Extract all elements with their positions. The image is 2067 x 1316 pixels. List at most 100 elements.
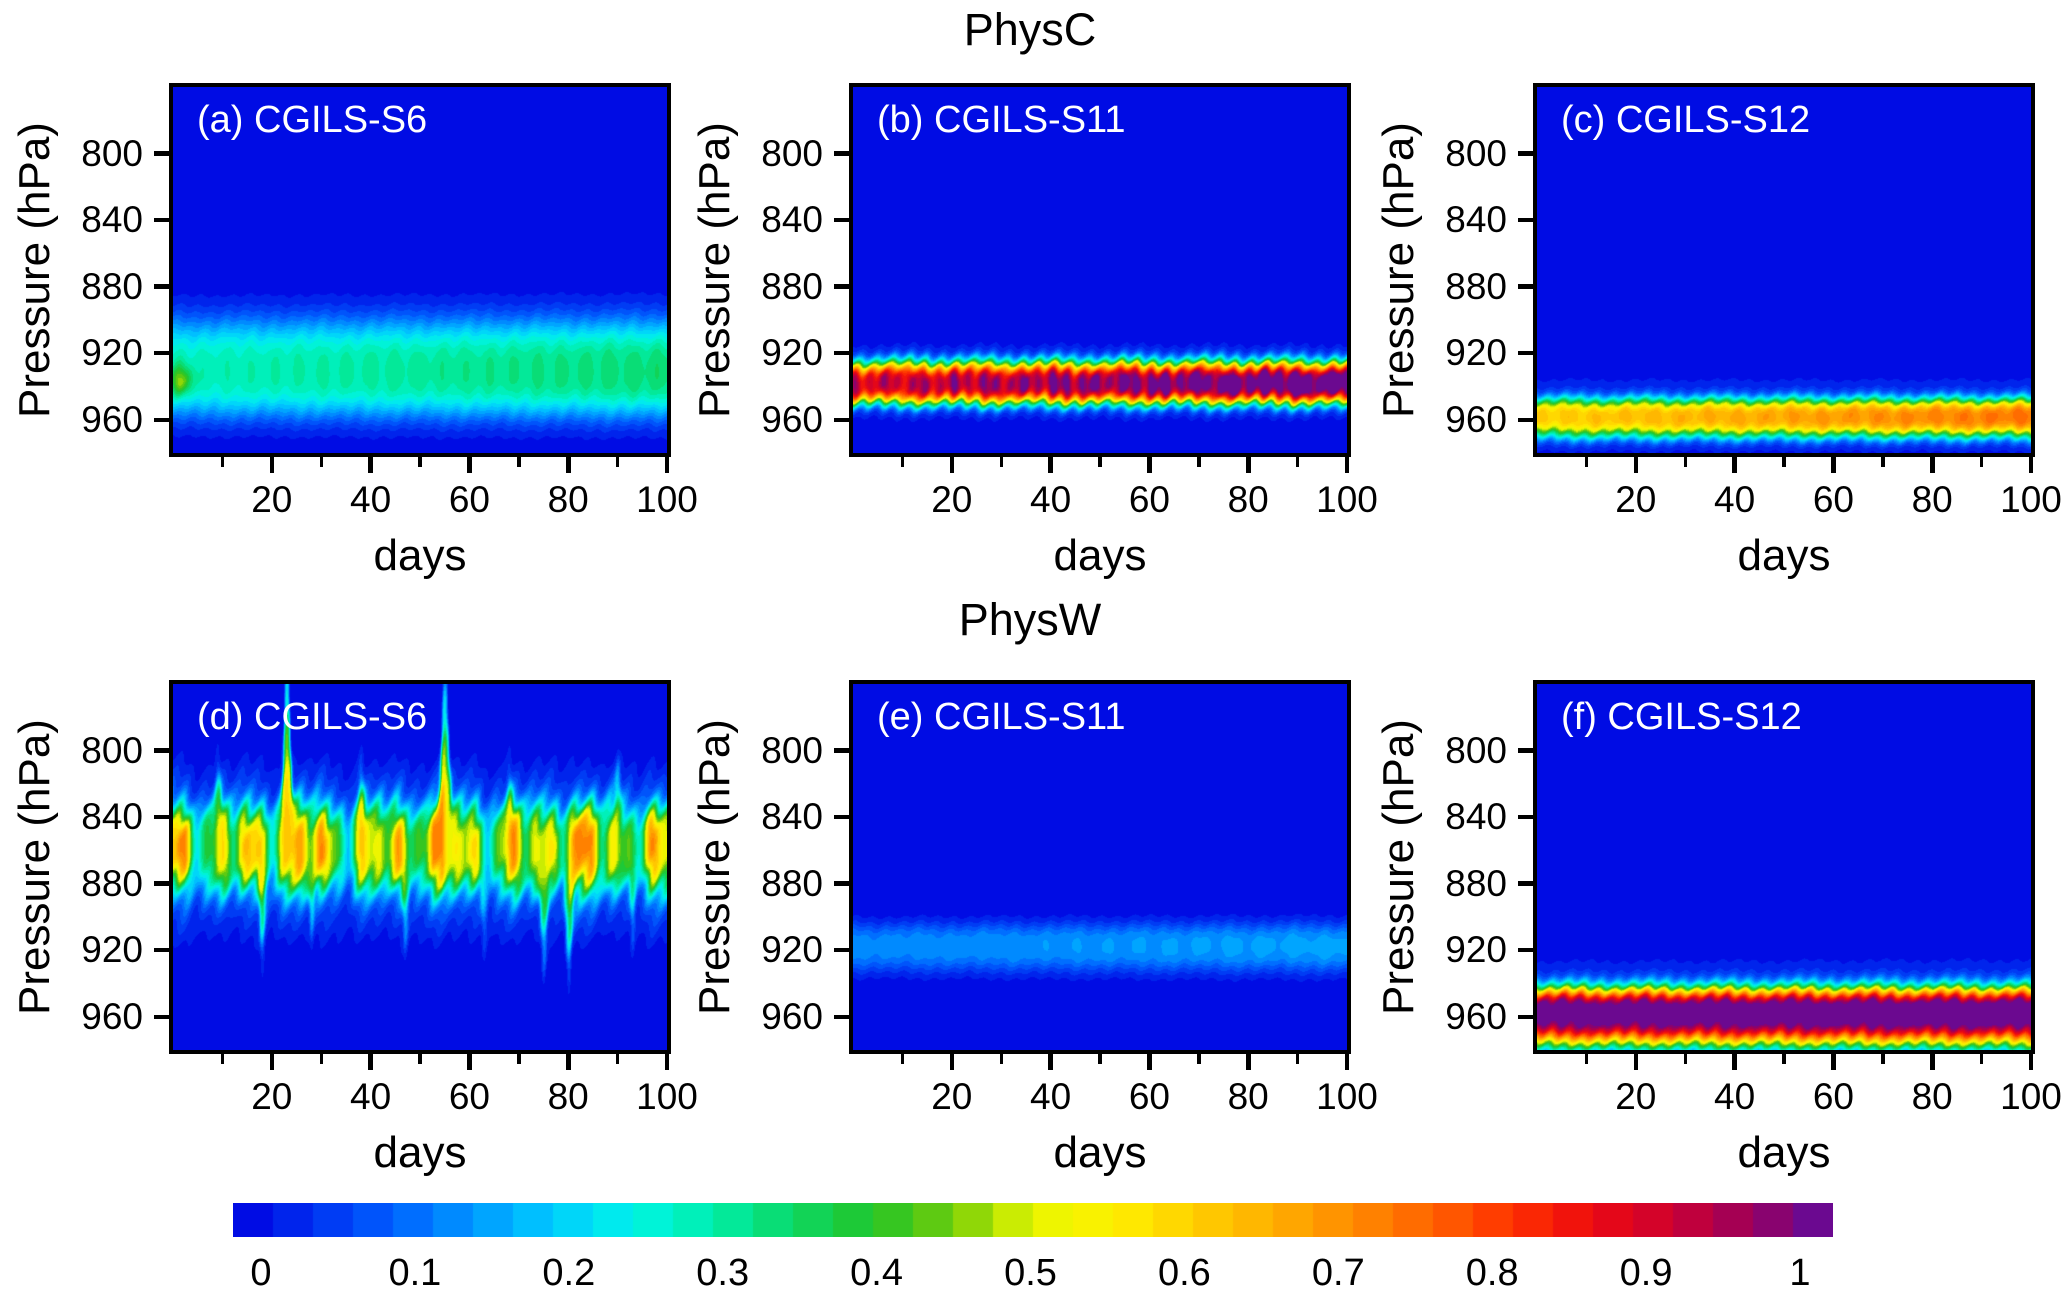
x-tick-mark [1930, 457, 1935, 473]
colorbar-tick-label: 0.5 [1004, 1252, 1057, 1294]
panel-label: (a) CGILS-S6 [197, 99, 428, 141]
y-tick-label: 960 [1445, 398, 1507, 440]
y-axis-title: Pressure (hPa) [10, 719, 59, 1015]
y-tick-mark [154, 284, 169, 289]
x-tick-mark [467, 1054, 472, 1070]
panel-f: (f) CGILS-S12 [1533, 680, 2035, 1054]
y-tick-mark [834, 1014, 849, 1020]
y-tick-mark [1518, 814, 1533, 820]
x-axis-title: days [373, 531, 467, 580]
x-minor-tick-mark [1098, 457, 1102, 467]
y-tick-label: 960 [81, 398, 143, 440]
colorbar-tick-label: 0.6 [1157, 1252, 1211, 1294]
y-tick-mark [1518, 947, 1533, 953]
x-minor-tick-mark [1979, 1054, 1984, 1064]
contour-plot-canvas-c [1537, 87, 2031, 453]
x-tick-mark [1831, 1054, 1836, 1070]
x-tick-label: 80 [1911, 479, 1953, 520]
y-tick-label: 840 [761, 796, 823, 838]
y-tick-mark [834, 947, 849, 953]
y-tick-label: 800 [81, 132, 143, 174]
x-tick-label: 60 [1812, 479, 1854, 520]
x-tick-mark [664, 457, 670, 473]
y-tick-mark [1518, 1014, 1533, 1020]
colorbar-tick-label: 0.7 [1311, 1252, 1365, 1294]
x-minor-tick-mark [1683, 1054, 1687, 1064]
panel-label: (c) CGILS-S12 [1561, 99, 1811, 141]
y-tick-mark [154, 217, 169, 223]
x-tick-mark [368, 1054, 373, 1070]
x-tick-label: 60 [1128, 1076, 1170, 1117]
x-tick-label: 100 [2000, 479, 2062, 520]
y-tick-label: 960 [761, 995, 823, 1037]
x-axis-title: days [1053, 531, 1147, 580]
x-tick-label: 100 [1316, 1076, 1378, 1117]
y-axis-title: Pressure (hPa) [690, 719, 739, 1015]
x-axis-title: days [1737, 1128, 1831, 1177]
x-tick-mark [1633, 457, 1639, 473]
y-tick-mark [1518, 417, 1533, 423]
x-minor-tick-mark [1295, 457, 1300, 467]
x-minor-tick-mark [615, 457, 620, 467]
x-tick-label: 40 [1714, 1076, 1756, 1117]
x-axis-title: days [1737, 531, 1831, 580]
x-tick-mark [467, 457, 472, 473]
y-tick-label: 800 [81, 729, 143, 771]
colorbar [233, 1203, 1833, 1237]
x-tick-label: 80 [547, 1076, 589, 1117]
x-minor-tick-mark [1584, 457, 1589, 467]
contour-plot-canvas-b [853, 87, 1347, 453]
y-tick-mark [154, 417, 169, 423]
y-tick-label: 920 [81, 929, 143, 971]
x-tick-mark [1633, 1054, 1639, 1070]
y-tick-mark [1518, 350, 1533, 356]
x-tick-label: 40 [1030, 479, 1072, 520]
x-tick-label: 20 [931, 479, 973, 520]
y-tick-mark [834, 814, 849, 820]
x-minor-tick-mark [1584, 1054, 1589, 1064]
y-tick-mark [834, 881, 849, 886]
y-tick-mark [834, 284, 849, 289]
x-tick-label: 100 [1316, 479, 1378, 520]
y-tick-mark [154, 350, 169, 356]
y-tick-label: 800 [1445, 132, 1507, 174]
y-tick-label: 880 [761, 265, 823, 307]
y-axis-title: Pressure (hPa) [690, 122, 739, 418]
row-title-physc: PhysC [963, 4, 1097, 55]
y-tick-label: 840 [81, 796, 143, 838]
contour-plot-canvas-f [1537, 684, 2031, 1050]
x-tick-label: 60 [1128, 479, 1170, 520]
x-minor-tick-mark [1881, 1054, 1885, 1064]
contour-plot-canvas-d [173, 684, 667, 1050]
x-minor-tick-mark [517, 1054, 521, 1064]
x-tick-mark [1147, 1054, 1152, 1070]
y-axis-title: Pressure (hPa) [1374, 122, 1423, 418]
x-tick-mark [269, 457, 275, 473]
x-tick-mark [949, 1054, 955, 1070]
x-minor-tick-mark [418, 1054, 422, 1064]
x-tick-label: 60 [448, 1076, 490, 1117]
colorbar-tick-label: 0.9 [1619, 1252, 1673, 1294]
x-tick-label: 20 [1615, 1076, 1657, 1117]
y-tick-label: 920 [1445, 929, 1507, 971]
x-minor-tick-mark [1295, 1054, 1300, 1064]
x-tick-mark [1344, 457, 1350, 473]
x-tick-label: 20 [931, 1076, 973, 1117]
panel-d: (d) CGILS-S6 [169, 680, 671, 1054]
x-tick-mark [2028, 457, 2034, 473]
x-minor-tick-mark [517, 457, 521, 467]
y-tick-mark [154, 1014, 169, 1020]
y-tick-mark [834, 748, 849, 753]
x-tick-label: 40 [350, 1076, 392, 1117]
x-tick-label: 20 [1615, 479, 1657, 520]
x-tick-mark [1147, 457, 1152, 473]
x-minor-tick-mark [999, 1054, 1003, 1064]
y-tick-label: 960 [1445, 995, 1507, 1037]
x-tick-label: 40 [1030, 1076, 1072, 1117]
y-tick-label: 880 [81, 265, 143, 307]
panel-label: (d) CGILS-S6 [197, 696, 428, 738]
x-tick-label: 80 [1227, 479, 1269, 520]
panel-label: (f) CGILS-S12 [1561, 696, 1802, 738]
y-tick-label: 880 [1445, 265, 1507, 307]
